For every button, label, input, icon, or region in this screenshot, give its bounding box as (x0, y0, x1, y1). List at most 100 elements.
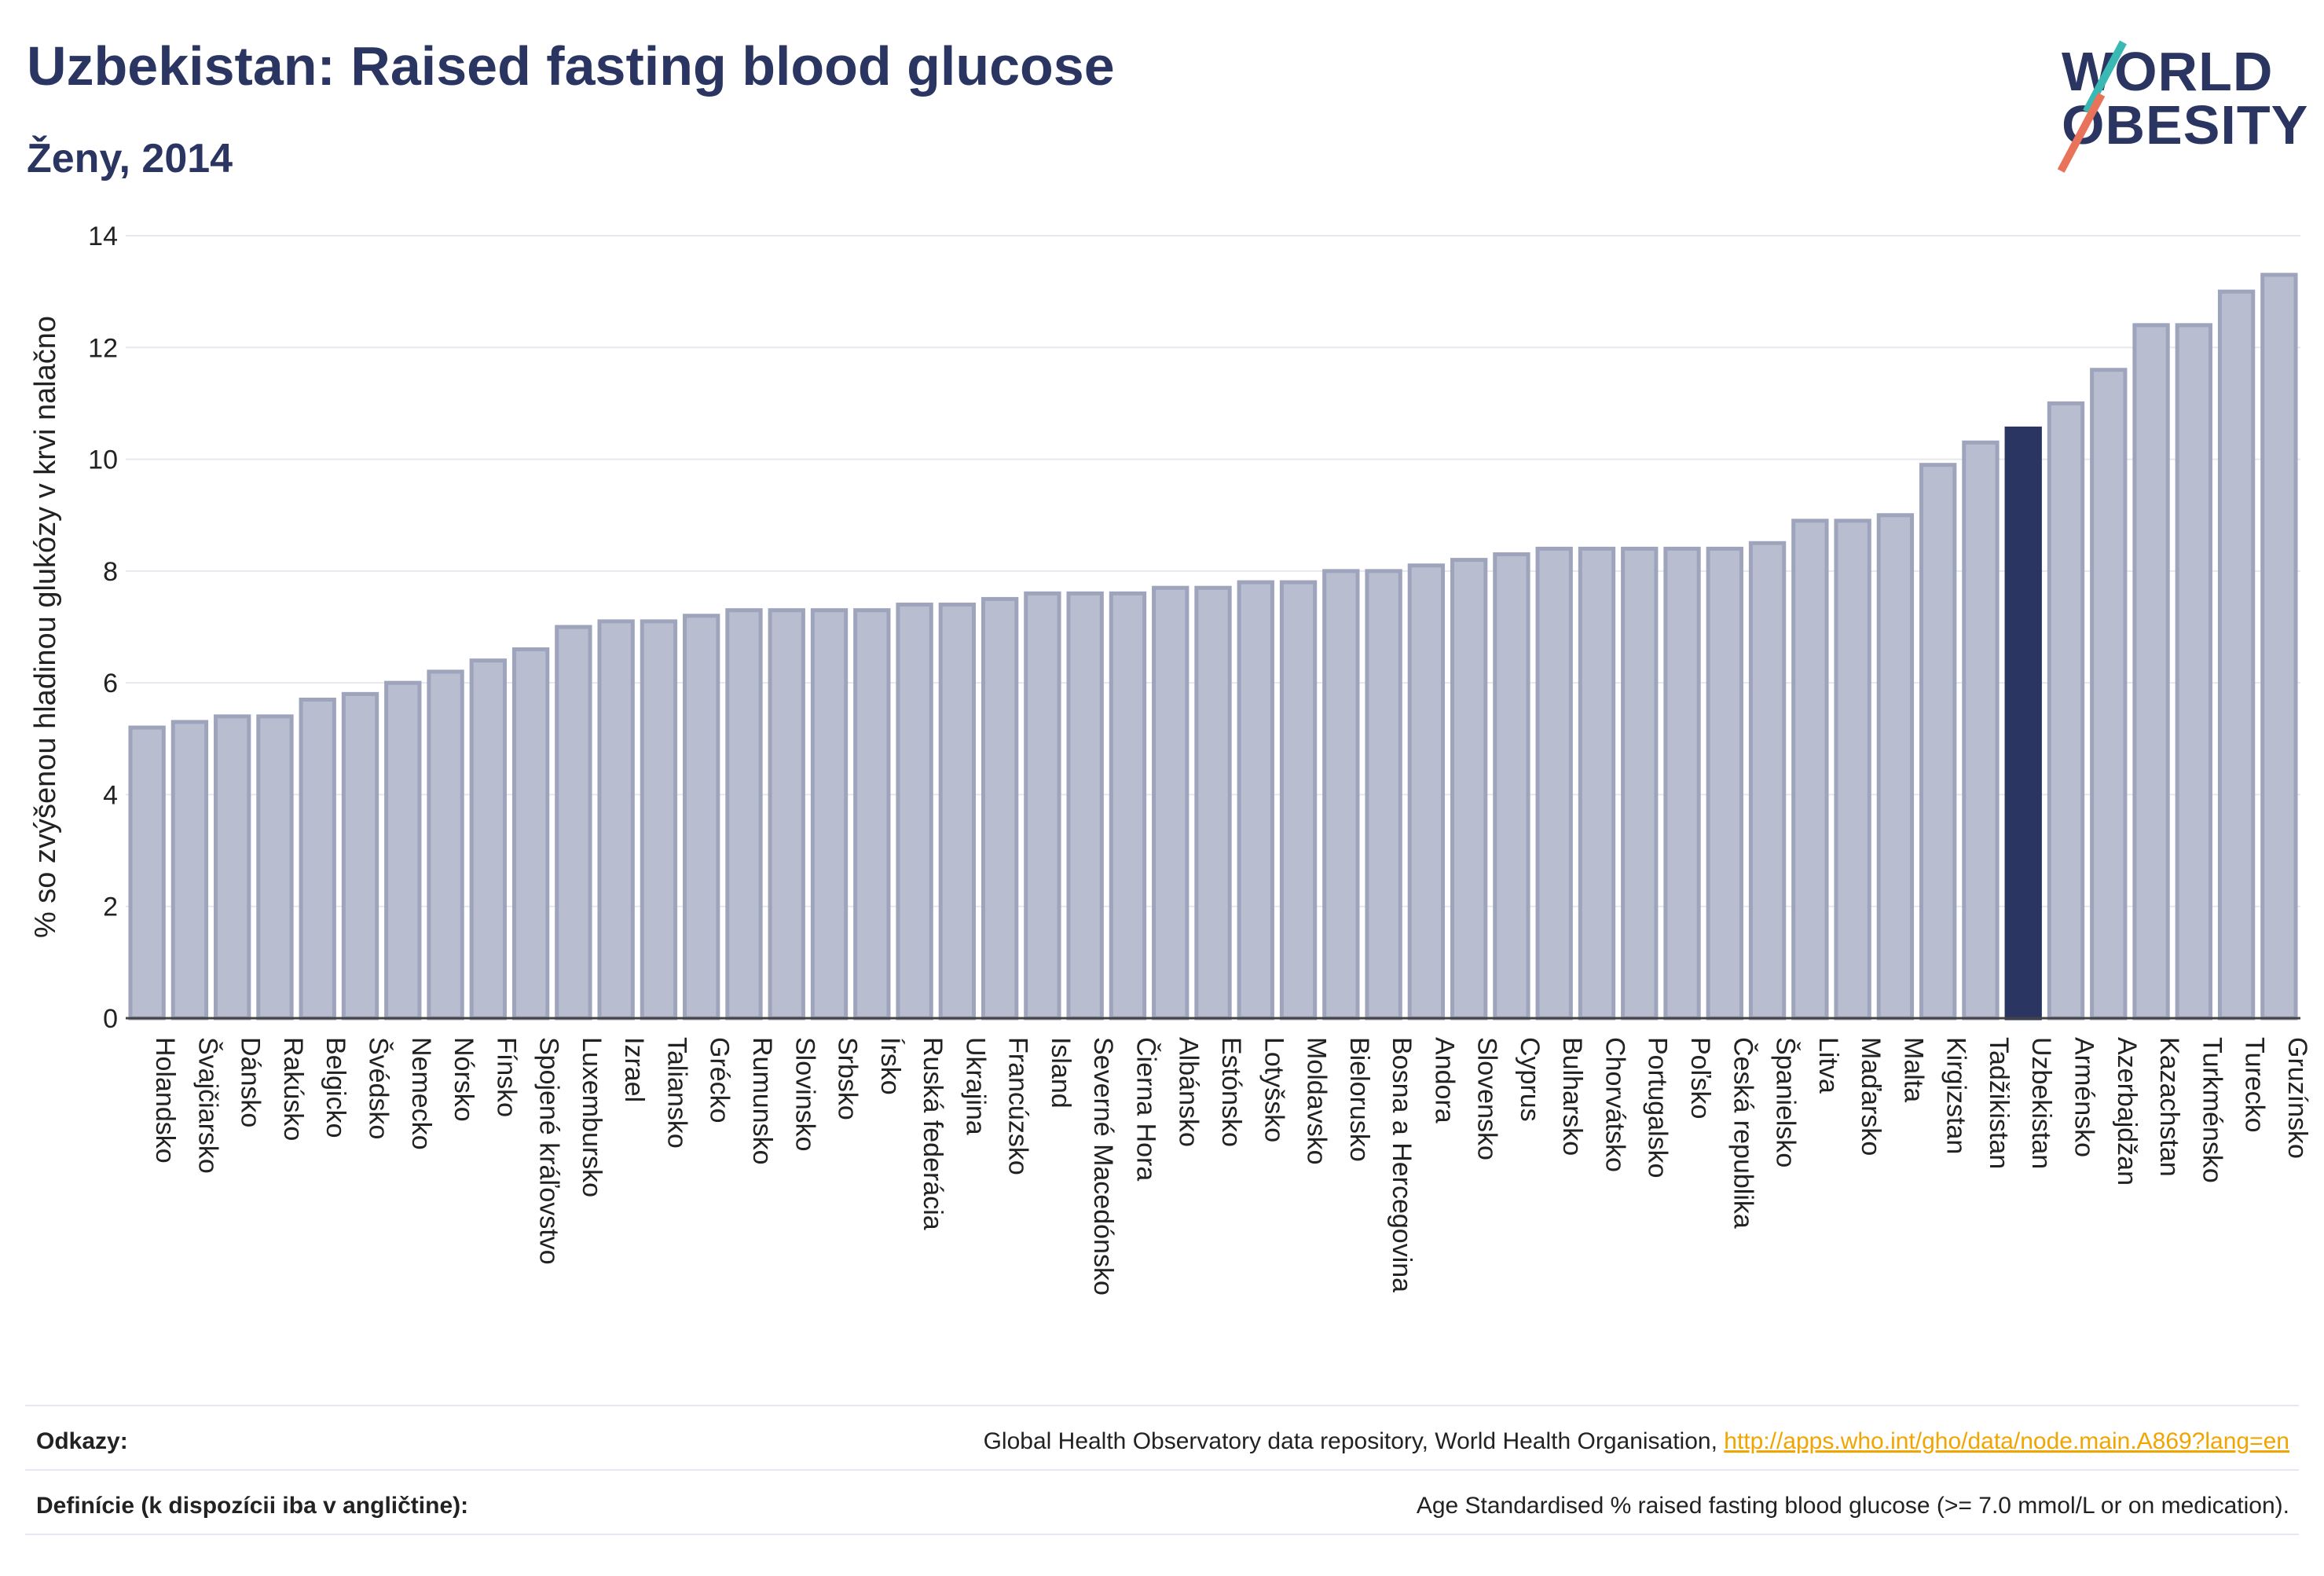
bar (1493, 552, 1530, 1021)
bar (1748, 541, 1787, 1021)
x-tick-label: Tadžikistan (1984, 1037, 2014, 1169)
x-tick-label: Rumunsko (747, 1037, 777, 1165)
y-tick-label: 4 (103, 780, 118, 810)
x-tick-label: Gruzínsko (2282, 1037, 2312, 1159)
bar (2260, 273, 2298, 1021)
chart-title: Uzbekistan: Raised fasting blood glucose (27, 35, 1115, 97)
logo-line-2: OBESITY (2062, 94, 2309, 156)
bar (511, 647, 550, 1021)
y-tick-label: 6 (103, 669, 118, 698)
x-tick-label: Slovensko (1472, 1037, 1502, 1160)
x-tick-label: Taliansko (662, 1037, 691, 1149)
x-tick-label: Moldavsko (1302, 1037, 1332, 1165)
references-link[interactable]: http://apps.who.int/gho/data/node.main.A… (1724, 1428, 2289, 1454)
x-tick-label: Ukrajina (960, 1037, 990, 1135)
x-tick-label: Slovinsko (790, 1037, 819, 1152)
bar (2004, 426, 2042, 1021)
references-label: Odkazy: (36, 1428, 128, 1454)
x-tick-label: Lotyšsko (1259, 1037, 1288, 1142)
y-tick-label: 10 (88, 445, 118, 475)
x-axis-labels: Holandsko Švajčiarsko Dánsko Rakúsko Belgick… (150, 1037, 2312, 1296)
x-tick-label: Poľsko (1685, 1037, 1715, 1119)
x-tick-label: Island (1046, 1037, 1076, 1109)
bar (810, 608, 849, 1021)
bar (1535, 546, 1573, 1021)
bar (768, 608, 805, 1021)
x-tick-label: Belgicko (321, 1037, 350, 1138)
bar (1152, 585, 1189, 1021)
x-tick-label: Turkménsko (2197, 1037, 2227, 1183)
definition-text: Age Standardised % raised fasting blood … (1416, 1493, 2289, 1519)
x-tick-label: Česká republika (1728, 1037, 1758, 1229)
bar (1834, 519, 1871, 1021)
x-tick-label: Kazachstan (2154, 1037, 2184, 1177)
bar (555, 625, 592, 1021)
bar (469, 658, 508, 1021)
bar (1237, 580, 1274, 1021)
bar (2132, 323, 2170, 1021)
references-text: Global Health Observatory data repositor… (983, 1428, 1725, 1454)
bar (1407, 563, 1446, 1021)
bar (725, 608, 763, 1021)
x-tick-label: Dánsko (236, 1037, 266, 1127)
x-tick-label: Spojené kráľovstvo (534, 1037, 564, 1265)
x-tick-label: Severné Macedónsko (1088, 1037, 1118, 1296)
bar (1109, 591, 1147, 1021)
bar (2047, 401, 2085, 1021)
x-tick-label: Francúzsko (1003, 1037, 1033, 1175)
x-tick-label: Bielorusko (1344, 1037, 1374, 1162)
x-tick-label: Bulharsko (1557, 1037, 1587, 1156)
x-tick-label: Azerbajdžan (2112, 1037, 2142, 1186)
x-tick-label: Izrael (619, 1037, 649, 1102)
bar (2217, 289, 2256, 1021)
x-tick-label: Portugalsko (1643, 1037, 1673, 1178)
bar (2090, 368, 2128, 1021)
y-tick-label: 14 (88, 222, 118, 251)
x-tick-label: Grécko (705, 1037, 735, 1123)
x-tick-label: Estónsko (1216, 1037, 1246, 1147)
x-tick-label: Nemecko (406, 1037, 436, 1150)
y-tick-label: 12 (88, 333, 118, 363)
bar (1621, 546, 1659, 1021)
x-tick-label: Luxembursko (577, 1037, 607, 1197)
x-tick-label: Švédsko (364, 1037, 394, 1139)
x-tick-label: Holandsko (150, 1037, 180, 1164)
bar (1279, 580, 1318, 1021)
x-tick-label: Írsko (875, 1037, 905, 1095)
x-tick-label: Fínsko (491, 1037, 521, 1117)
world-obesity-logo[interactable]: WORLD OBESITY (2043, 22, 2310, 173)
x-tick-label: Turecko (2240, 1037, 2270, 1133)
bar (938, 603, 977, 1021)
bar (683, 614, 720, 1021)
bar (299, 697, 336, 1021)
x-tick-label: Švajčiarsko (192, 1037, 222, 1174)
x-tick-label: Litva (1813, 1037, 1843, 1094)
bar (1194, 585, 1232, 1021)
bar (384, 680, 422, 1021)
bar (1365, 569, 1402, 1021)
bar (1706, 546, 1743, 1021)
y-tick-label: 0 (103, 1004, 118, 1034)
bar (1450, 558, 1488, 1021)
x-tick-label: Srbsko (833, 1037, 863, 1120)
bar (1919, 463, 1957, 1021)
x-tick-label: Rakúsko (278, 1037, 308, 1141)
bar (597, 619, 635, 1021)
x-tick-label: Kirgizstan (1941, 1037, 1971, 1154)
y-axis-ticks: 0 2 4 6 8 10 12 14 (88, 222, 118, 1034)
x-tick-label: Čierna Hora (1131, 1037, 1160, 1181)
bar (896, 603, 933, 1021)
bar (1322, 569, 1360, 1021)
x-tick-label: Bosna a Hercegovina (1387, 1037, 1417, 1292)
chart-subtitle: Ženy, 2014 (27, 136, 233, 181)
x-tick-label: Ruská federácia (918, 1037, 948, 1230)
bar (256, 714, 294, 1021)
x-tick-label: Arménsko (2069, 1037, 2099, 1157)
x-tick-label: Andora (1429, 1037, 1459, 1123)
bar (640, 619, 678, 1021)
footer-divider-top (25, 1405, 2299, 1406)
y-tick-label: 2 (103, 892, 118, 922)
x-tick-label: Uzbekistan (2026, 1037, 2056, 1169)
bar (981, 596, 1019, 1021)
x-tick-label: Španielsko (1771, 1037, 1801, 1167)
